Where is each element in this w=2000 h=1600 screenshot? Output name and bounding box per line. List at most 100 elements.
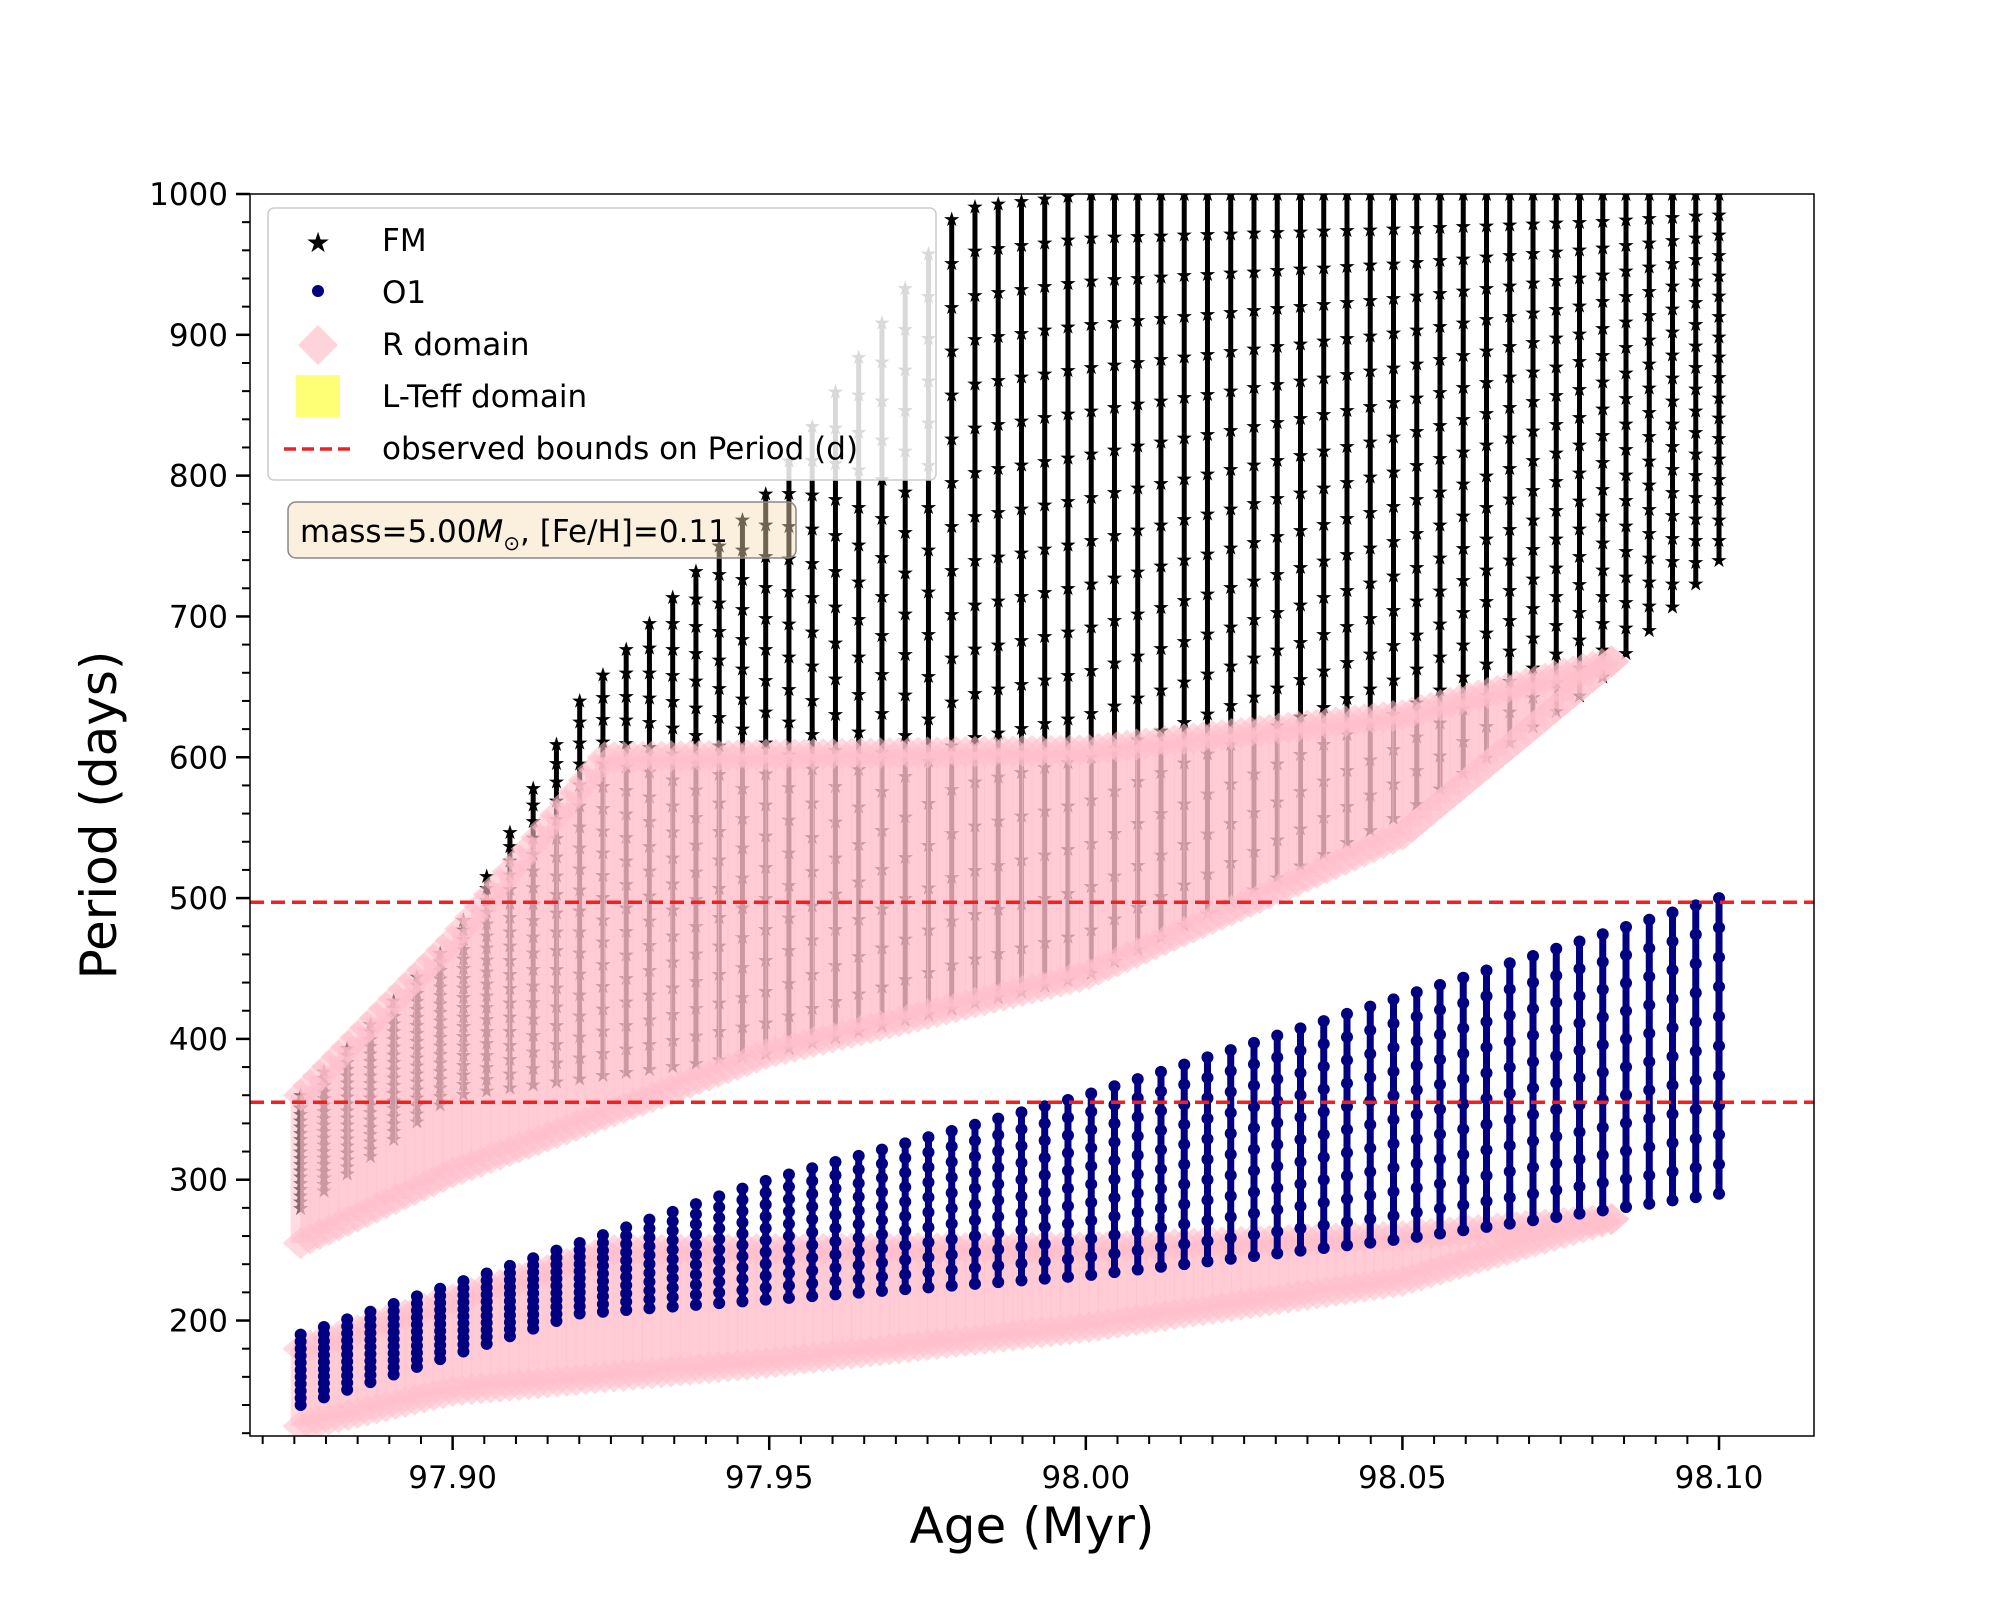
o1-point [736, 1182, 749, 1195]
o1-point [1154, 1104, 1167, 1117]
o1-point [992, 1128, 1005, 1141]
o1-point [1131, 1206, 1144, 1219]
o1-point [1596, 1149, 1609, 1162]
o1-point [945, 1171, 958, 1184]
o1-point [1247, 1143, 1260, 1156]
o1-point [1131, 1149, 1144, 1162]
o1-point [922, 1161, 935, 1174]
o1-point [1480, 1220, 1493, 1233]
o1-point [968, 1230, 981, 1243]
o1-point [1643, 913, 1656, 926]
o1-point [806, 1277, 819, 1290]
o1-point [573, 1236, 586, 1249]
o1-point [1015, 1106, 1028, 1119]
o1-point [1085, 1178, 1098, 1191]
o1-point [1503, 1061, 1516, 1074]
o1-point [1550, 969, 1563, 982]
o1-point [1433, 1028, 1446, 1041]
o1-point [1061, 1164, 1074, 1177]
o1-point [1666, 1021, 1679, 1034]
o1-point [1015, 1190, 1028, 1203]
o1-point [620, 1229, 633, 1242]
o1-point [1154, 1163, 1167, 1176]
o1-point [759, 1293, 772, 1306]
o1-point [1480, 1169, 1493, 1182]
o1-point [1480, 1118, 1493, 1131]
o1-point [1015, 1240, 1028, 1253]
o1-point [1527, 949, 1540, 962]
o1-point [1247, 1250, 1260, 1263]
o1-point [1620, 949, 1633, 962]
o1-point [806, 1187, 819, 1200]
o1-point [620, 1221, 633, 1234]
o1-point [1061, 1129, 1074, 1142]
o1-point [1527, 1055, 1540, 1068]
o1-point [1364, 1189, 1377, 1202]
o1-point [1317, 1173, 1330, 1186]
o1-point [1061, 1217, 1074, 1230]
o1-point [852, 1190, 865, 1203]
o1-point [992, 1194, 1005, 1207]
o1-point [1271, 1073, 1284, 1086]
o1-point [1433, 1053, 1446, 1066]
o1-point [1364, 1071, 1377, 1084]
o1-point [1085, 1087, 1098, 1100]
o1-point [666, 1243, 679, 1256]
o1-point [782, 1180, 795, 1193]
o1-point [852, 1218, 865, 1231]
o1-point [1131, 1111, 1144, 1124]
o1-point [1527, 1082, 1540, 1095]
o1-point [1689, 899, 1702, 912]
o1-point [829, 1288, 842, 1301]
mass-symbol: M [477, 514, 504, 550]
o1-point [1387, 1233, 1400, 1246]
o1-point [736, 1295, 749, 1308]
o1-point [1457, 1072, 1470, 1085]
o1-point [1154, 1143, 1167, 1156]
o1-point [1294, 1044, 1307, 1057]
o1-point [689, 1198, 702, 1211]
o1-point [1410, 1059, 1423, 1072]
o1-point [1317, 1196, 1330, 1209]
o1-point [968, 1246, 981, 1259]
o1-point [782, 1168, 795, 1181]
o1-point [806, 1200, 819, 1213]
o1-point [1271, 1116, 1284, 1129]
plot-frame [249, 193, 1815, 1437]
o1-point [782, 1205, 795, 1218]
o1-point [875, 1256, 888, 1269]
o1-point [1713, 1158, 1726, 1171]
o1-point [1573, 935, 1586, 948]
o1-point [1713, 1069, 1726, 1082]
o1-point [1620, 921, 1633, 934]
o1-point [364, 1305, 377, 1318]
o1-point [1085, 1268, 1098, 1281]
o1-point [1433, 1152, 1446, 1165]
o1-point [829, 1261, 842, 1274]
o1-point [1340, 1216, 1353, 1229]
o1-point [713, 1286, 726, 1299]
o1-point [852, 1163, 865, 1176]
o1-point [782, 1267, 795, 1280]
o1-point [1550, 1184, 1563, 1197]
o1-point [945, 1140, 958, 1153]
o1-point [1178, 1198, 1191, 1211]
o1-point [922, 1281, 935, 1294]
o1-point [899, 1268, 912, 1281]
o1-point [1271, 1051, 1284, 1064]
o1-point [643, 1222, 656, 1235]
o1-point [1503, 1009, 1516, 1022]
o1-point [643, 1240, 656, 1253]
o1-point [666, 1253, 679, 1266]
o1-point [1457, 1123, 1470, 1136]
o1-point [759, 1210, 772, 1223]
o1-point [1061, 1182, 1074, 1195]
o1-point [1503, 957, 1516, 970]
o1-point [875, 1270, 888, 1283]
mass-suffix: , [Fe/H]=0.11 [520, 514, 728, 550]
o1-point [782, 1242, 795, 1255]
o1-point [1550, 1076, 1563, 1089]
o1-point [1620, 1005, 1633, 1018]
o1-point [1224, 1190, 1237, 1203]
